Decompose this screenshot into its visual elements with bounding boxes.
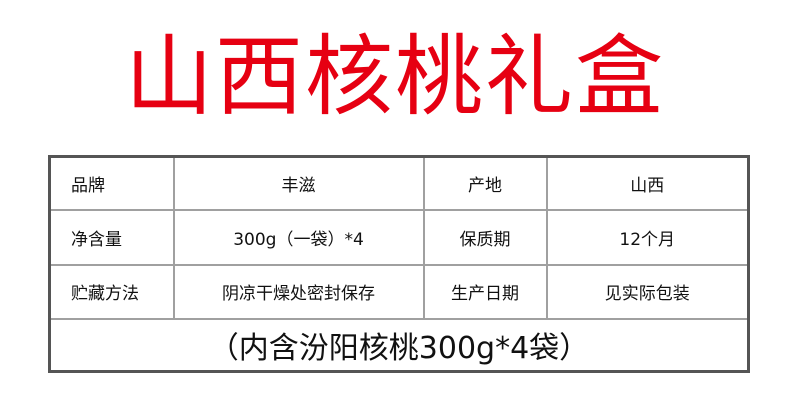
cell-label: 净含量 (48, 208, 175, 266)
cell-value: 山西 (545, 155, 750, 211)
cell-value: 300g（一袋）*4 (172, 208, 425, 266)
cell-label: 品牌 (48, 155, 175, 211)
table-row: 贮藏方法 阴凉干燥处密封保存 生产日期 见实际包装 (48, 263, 750, 320)
cell-label: 贮藏方法 (48, 263, 175, 320)
cell-value: 阴凉干燥处密封保存 (172, 263, 425, 320)
cell-value: 丰滋 (172, 155, 425, 211)
table-row: 品牌 丰滋 产地 山西 (48, 155, 750, 211)
contents-note: （内含汾阳核桃300g*4袋） (48, 317, 750, 373)
cell-value: 见实际包装 (545, 263, 750, 320)
cell-label: 保质期 (422, 208, 548, 266)
page-title: 山西核桃礼盒 (124, 25, 665, 128)
product-info-table: 品牌 丰滋 产地 山西 净含量 300g（一袋）*4 保质期 12个月 贮藏方法… (48, 155, 750, 373)
cell-value: 12个月 (545, 208, 750, 266)
cell-label: 产地 (422, 155, 548, 211)
cell-label: 生产日期 (422, 263, 548, 320)
table-row: 净含量 300g（一袋）*4 保质期 12个月 (48, 208, 750, 266)
table-row-note: （内含汾阳核桃300g*4袋） (48, 317, 750, 373)
